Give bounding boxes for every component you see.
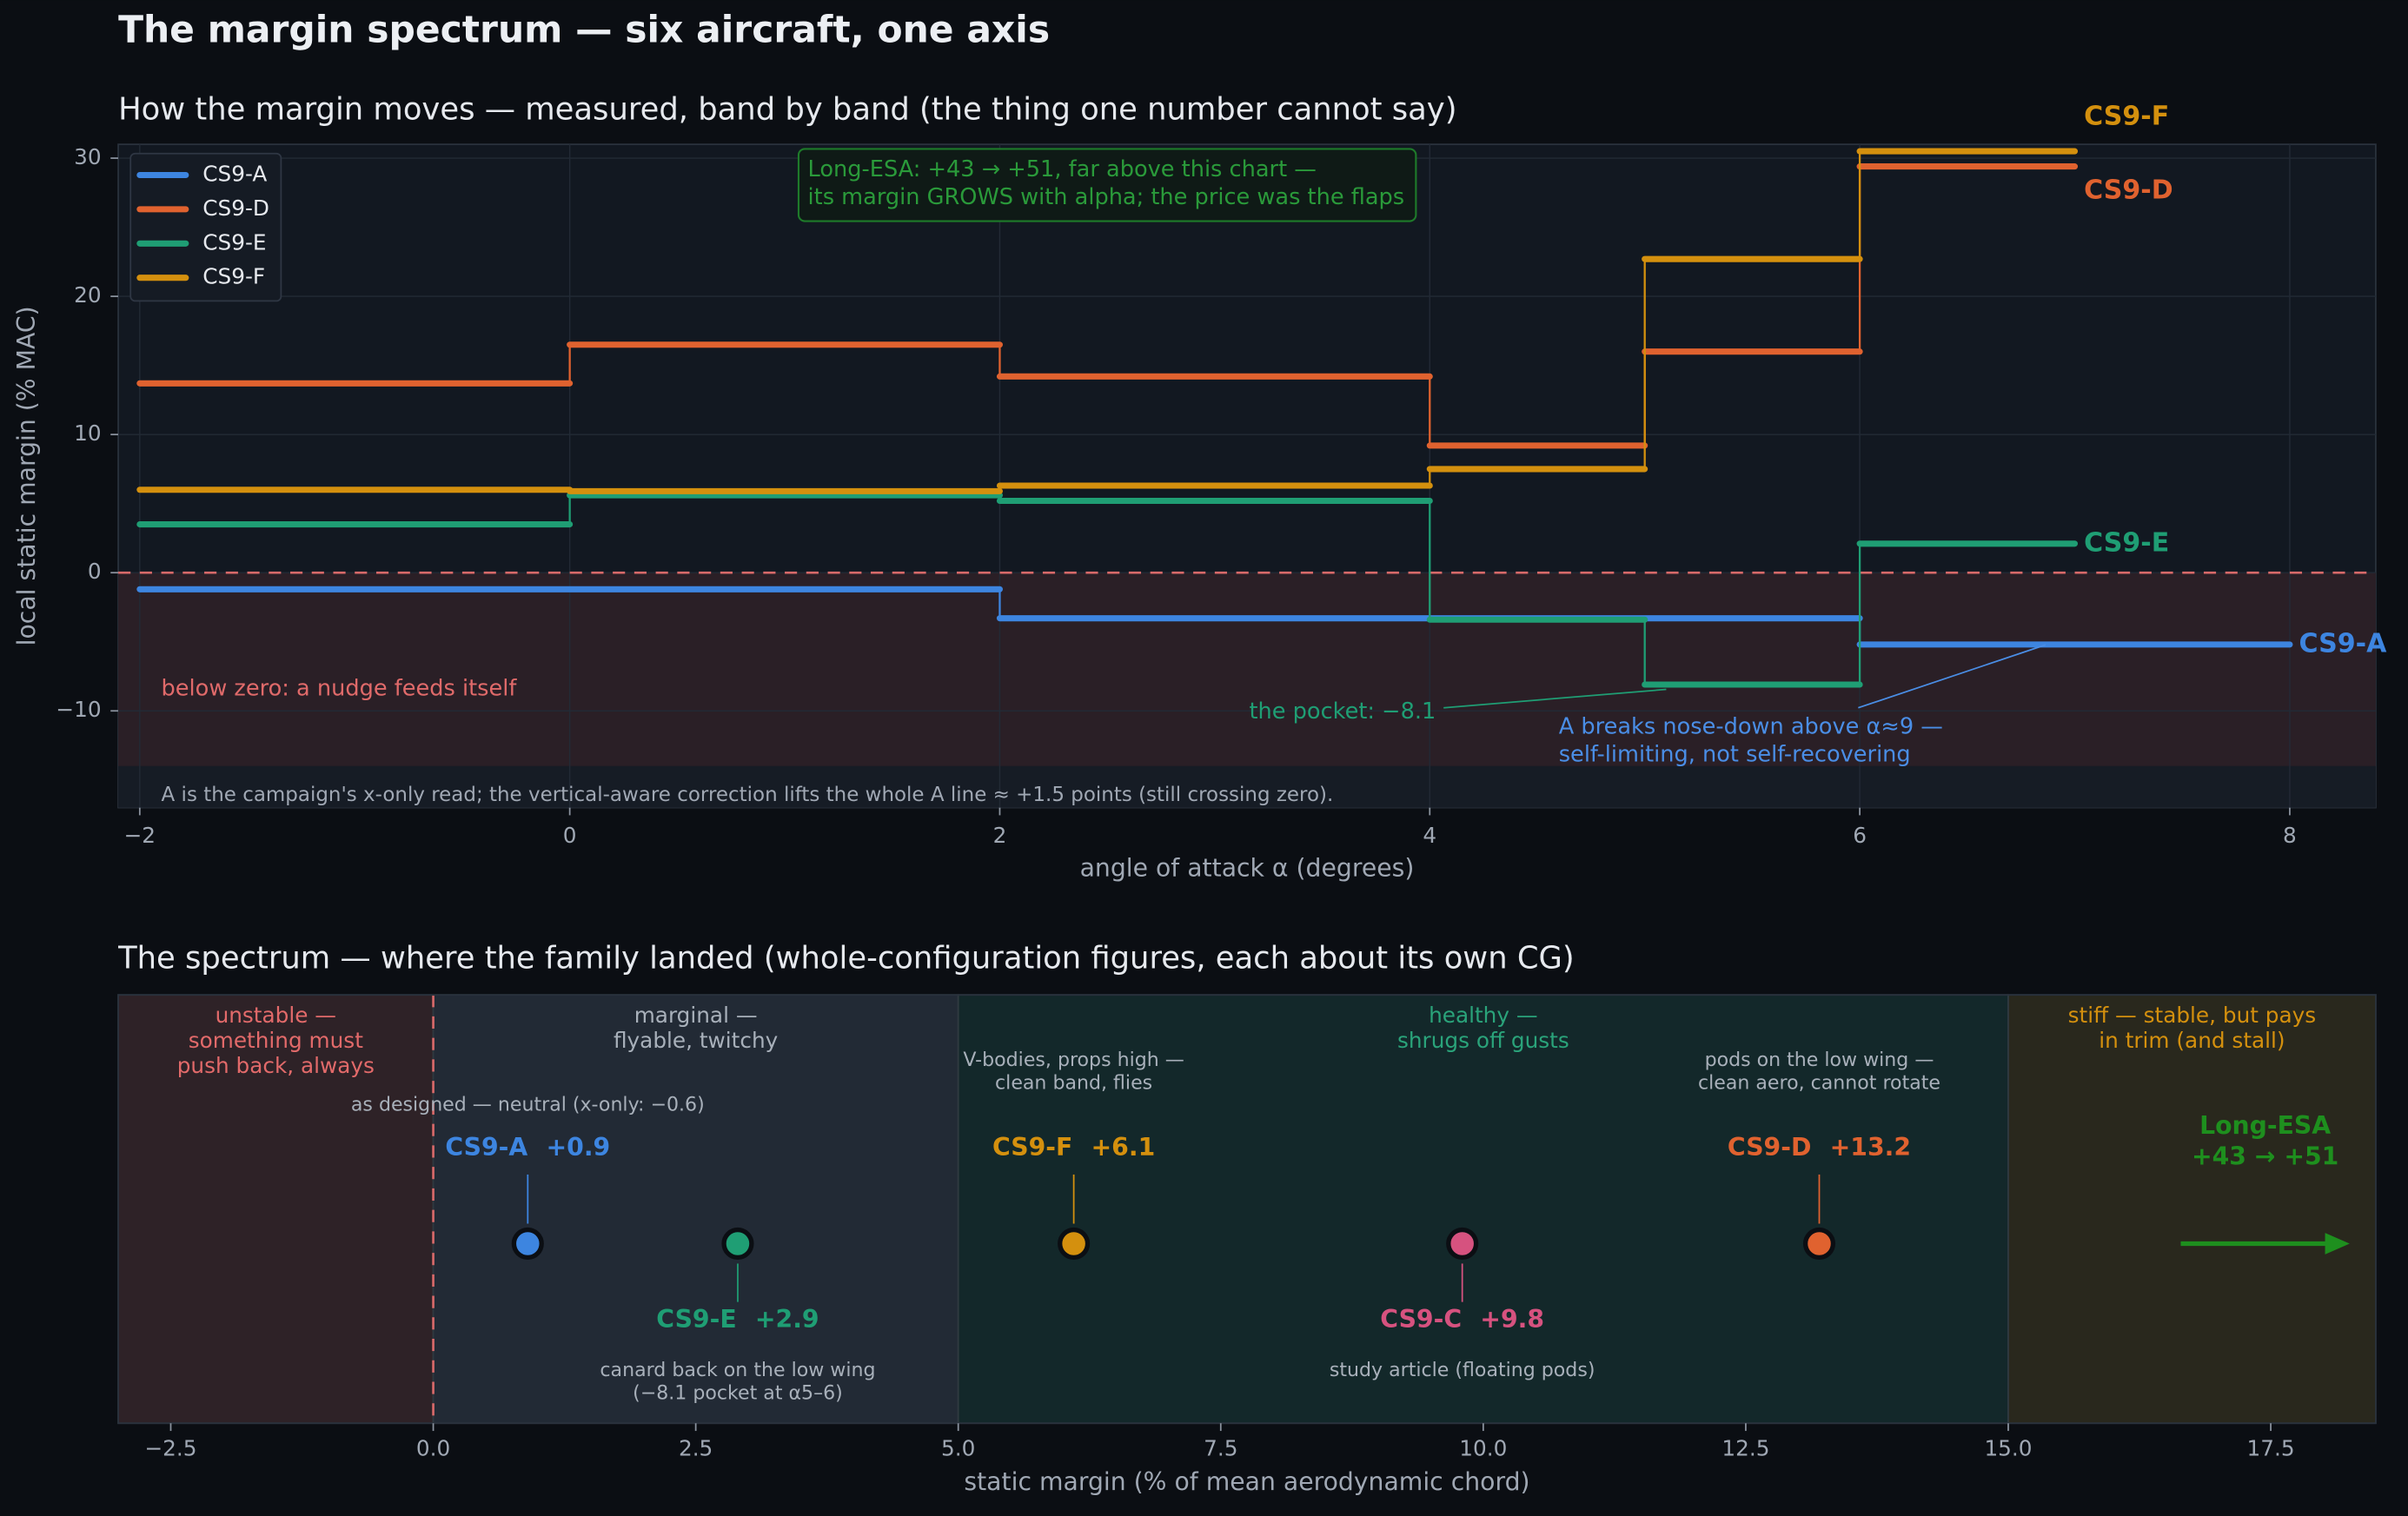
point-value-label: +2.9 xyxy=(755,1305,819,1334)
legend-label: CS9-D xyxy=(202,195,269,221)
annotation: A is the campaign's x-only read; the ver… xyxy=(162,784,1334,806)
legend-label: CS9-A xyxy=(202,161,267,186)
point-value-label: +6.1 xyxy=(1091,1133,1156,1162)
point-value-label: +13.2 xyxy=(1830,1133,1911,1162)
series-end-label: CS9-D xyxy=(2084,175,2173,205)
point-note: V-bodies, props high — xyxy=(963,1049,1184,1071)
x-tick-label: 6 xyxy=(1853,823,1867,848)
point-note: canard back on the low wing xyxy=(600,1359,875,1381)
annotation: self-limiting, not self-recovering xyxy=(1559,741,1911,767)
point-note: clean band, flies xyxy=(995,1072,1152,1095)
x-axis-label: angle of attack α (degrees) xyxy=(1080,853,1415,882)
x-tick-label: 10.0 xyxy=(1459,1435,1507,1460)
y-tick-label: 10 xyxy=(74,420,101,446)
zone-label: shrugs off gusts xyxy=(1397,1028,1569,1053)
x-tick-label: 8 xyxy=(2283,823,2297,848)
offscale-arrowhead xyxy=(2325,1233,2350,1255)
plot-frame xyxy=(117,994,2377,1425)
point-note: pods on the low wing — xyxy=(1705,1049,1934,1071)
point-name: CS9-F xyxy=(992,1133,1072,1162)
annotation: below zero: a nudge feeds itself xyxy=(162,676,518,702)
point-label: CS9-A +0.9 xyxy=(445,1133,610,1162)
zone-label: flyable, twitchy xyxy=(614,1028,778,1053)
x-axis-label: static margin (% of mean aerodynamic cho… xyxy=(964,1467,1529,1496)
zone-label: push back, always xyxy=(177,1053,375,1078)
point xyxy=(1802,1227,1836,1261)
point-value-label: +9.8 xyxy=(1480,1305,1544,1334)
zone xyxy=(432,994,959,1425)
x-tick-label: −2 xyxy=(124,823,156,848)
y-tick-label: 0 xyxy=(88,559,102,584)
offscale-name: Long-ESA xyxy=(2199,1111,2331,1140)
x-tick-label: 2 xyxy=(993,823,1007,848)
zone-label: unstable — xyxy=(216,1003,336,1028)
point-label: CS9-F +6.1 xyxy=(992,1133,1155,1162)
point-name: CS9-A xyxy=(445,1133,527,1162)
zone xyxy=(2007,994,2377,1425)
point-note: study article (floating pods) xyxy=(1330,1359,1595,1381)
zone xyxy=(117,994,435,1425)
point-name: CS9-E xyxy=(656,1305,736,1334)
zone-label: stiff — stable, but pays xyxy=(2068,1003,2317,1028)
zone xyxy=(957,994,2009,1425)
annotation: its margin GROWS with alpha; the price w… xyxy=(808,184,1405,210)
unstable-shade xyxy=(118,573,2376,766)
point xyxy=(511,1227,544,1261)
point-label: CS9-E +2.9 xyxy=(656,1305,819,1334)
zone-label: something must xyxy=(189,1028,363,1053)
legend-label: CS9-E xyxy=(202,229,266,255)
point-label: CS9-D +13.2 xyxy=(1728,1133,1911,1162)
annotation-leader xyxy=(1858,644,2046,709)
x-tick-label: 5.0 xyxy=(941,1435,975,1460)
footnote-band xyxy=(118,765,2376,808)
point xyxy=(721,1227,754,1261)
zone-label: marginal — xyxy=(634,1003,758,1028)
point-name: CS9-D xyxy=(1728,1133,1812,1162)
annotation-box xyxy=(797,148,1417,222)
series-end-label: CS9-F xyxy=(2084,102,2169,132)
series-end-label: CS9-E xyxy=(2084,527,2169,558)
point-note: clean aero, cannot rotate xyxy=(1698,1072,1940,1095)
x-tick-label: 15.0 xyxy=(1984,1435,2032,1460)
point xyxy=(1058,1227,1091,1261)
annotation: Long-ESA: +43 → +51, far above this char… xyxy=(808,156,1317,182)
y-axis-label: local static margin (% MAC) xyxy=(12,306,41,645)
zone-label: in trim (and stall) xyxy=(2099,1028,2285,1053)
legend-label: CS9-F xyxy=(202,264,265,289)
legend-box xyxy=(129,152,282,302)
annotation-leader xyxy=(1443,688,1667,709)
point-note: (−8.1 pocket at α5–6) xyxy=(633,1382,843,1405)
annotation: A breaks nose-down above α≈9 — xyxy=(1559,714,1943,740)
x-tick-label: 0 xyxy=(563,823,577,848)
chart-title: The spectrum — where the family landed (… xyxy=(117,941,1575,976)
point-note: as designed — neutral (x-only: −0.6) xyxy=(351,1093,705,1115)
point-value-label: +0.9 xyxy=(546,1133,610,1162)
x-tick-label: 4 xyxy=(1423,823,1436,848)
y-tick-label: −10 xyxy=(56,697,101,722)
zone-label: healthy — xyxy=(1429,1003,1538,1028)
x-tick-label: 17.5 xyxy=(2247,1435,2295,1460)
point-name: CS9-C xyxy=(1380,1305,1462,1334)
y-tick-label: 30 xyxy=(74,144,101,169)
chart-title: How the margin moves — measured, band by… xyxy=(118,91,1456,127)
point xyxy=(1446,1227,1479,1261)
x-tick-label: 7.5 xyxy=(1204,1435,1237,1460)
series-end-label: CS9-A xyxy=(2299,628,2388,659)
page-title: The margin spectrum — six aircraft, one … xyxy=(118,10,1050,52)
y-tick-label: 20 xyxy=(74,282,101,308)
offscale-label: +43 → +51 xyxy=(2192,1142,2338,1171)
annotation: the pocket: −8.1 xyxy=(1250,698,1436,725)
x-tick-label: 0.0 xyxy=(416,1435,450,1460)
x-tick-label: −2.5 xyxy=(144,1435,196,1460)
point-label: CS9-C +9.8 xyxy=(1380,1305,1544,1334)
x-tick-label: 12.5 xyxy=(1721,1435,1769,1460)
x-tick-label: 2.5 xyxy=(679,1435,713,1460)
